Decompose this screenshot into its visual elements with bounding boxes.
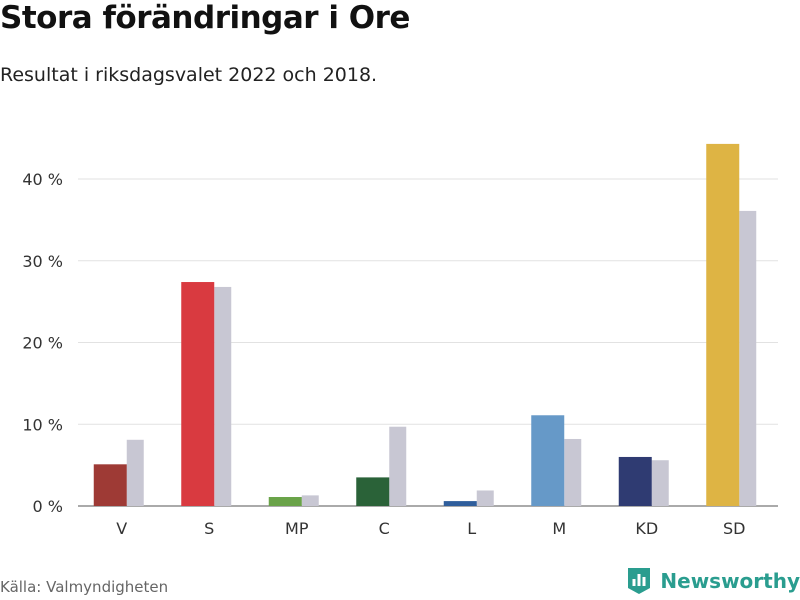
y-tick-label: 30 % xyxy=(22,252,63,271)
bar-2018-l xyxy=(476,490,494,506)
bar-2022-kd xyxy=(618,456,652,506)
x-tick-label: S xyxy=(204,519,214,538)
bar-2018-s xyxy=(214,286,232,506)
bar-2022-m xyxy=(531,415,565,506)
bar-2022-s xyxy=(181,282,215,506)
bar-2018-c xyxy=(389,426,407,506)
bar-2018-m xyxy=(564,438,582,506)
bar-2022-sd xyxy=(706,143,740,507)
bar-2018-mp xyxy=(301,495,319,506)
bar-2022-v xyxy=(93,464,127,506)
y-tick-label: 0 % xyxy=(33,497,63,516)
y-tick-label: 20 % xyxy=(22,334,63,353)
x-tick-label: C xyxy=(379,519,390,538)
x-tick-label: MP xyxy=(285,519,309,538)
bar-2018-sd xyxy=(739,210,757,506)
bar-chart: 0 % 10 % 20 % 30 % 40 % V S MP C L M KD SD xyxy=(22,143,778,538)
chart-subtitle: Resultat i riksdagsvalet 2022 och 2018. xyxy=(0,64,378,86)
source-note: Källa: Valmyndigheten xyxy=(0,578,169,596)
bar-2022-c xyxy=(356,477,390,506)
x-tick-label: L xyxy=(467,519,476,538)
bar-2018-v xyxy=(126,439,144,506)
y-tick-label: 10 % xyxy=(22,415,63,434)
brand-name: Newsworthy xyxy=(660,569,800,593)
label-layer: 0 % 10 % 20 % 30 % 40 % V S MP C L M KD SD xyxy=(22,170,745,538)
x-tick-label: KD xyxy=(635,519,658,538)
bar-2022-mp xyxy=(268,497,302,506)
x-tick-label: M xyxy=(552,519,566,538)
x-tick-label: V xyxy=(116,519,127,538)
chart-title: Stora förändringar i Ore xyxy=(0,0,410,36)
brand-logo: Newsworthy xyxy=(626,566,800,596)
bar-2022-l xyxy=(443,501,477,506)
bar-2018-kd xyxy=(651,460,669,506)
y-tick-label: 40 % xyxy=(22,170,63,189)
x-tick-label: SD xyxy=(723,519,745,538)
bar-chart-shield-icon xyxy=(628,568,651,594)
bar-layer xyxy=(93,143,757,507)
